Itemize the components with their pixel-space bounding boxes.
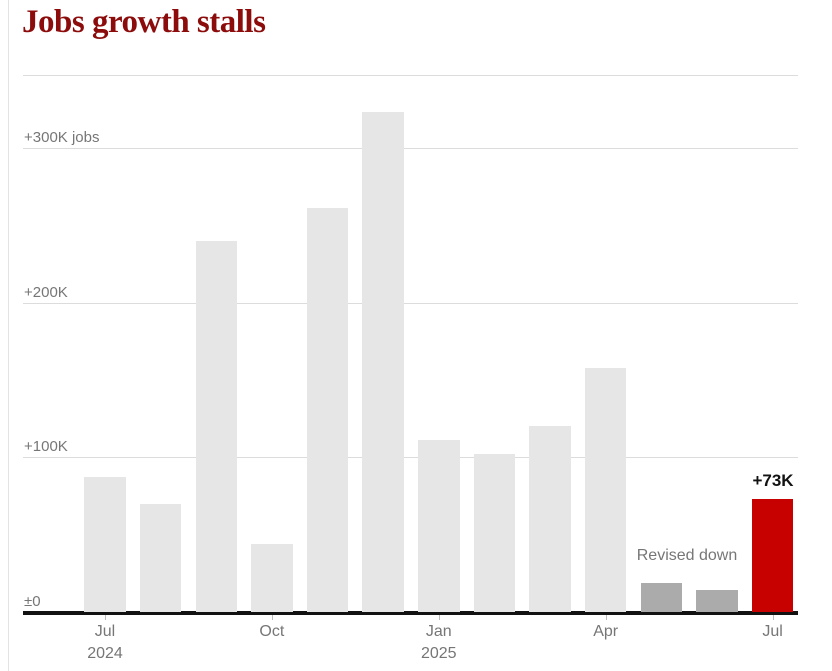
gridline-100k xyxy=(23,457,798,459)
title-divider xyxy=(23,75,798,76)
bar-nov-2024 xyxy=(306,208,349,612)
x-axis-baseline xyxy=(23,611,798,615)
x-tick-year-label: 2024 xyxy=(87,645,123,662)
bar-may-2025 xyxy=(640,582,683,612)
bar-dec-2024 xyxy=(362,112,404,612)
bar-feb-2025 xyxy=(473,454,516,612)
bar-jan-2025 xyxy=(418,440,460,612)
chart-title: Jobs growth stalls xyxy=(22,4,266,40)
x-tick-label-jan: Jan 2025 xyxy=(421,621,457,665)
gridline-200k xyxy=(23,302,798,304)
y-tick-label-200k: +200K xyxy=(24,283,68,301)
y-tick-label-100k: +100K xyxy=(24,438,68,456)
bar-jul-2025 xyxy=(751,499,794,612)
x-axis-tick-jul xyxy=(772,615,774,620)
jul-2025-value-label: +73K xyxy=(752,471,794,490)
bar-jun-2025 xyxy=(696,590,738,612)
bar-sep-2024 xyxy=(195,240,237,612)
y-tick-label-0k: ±0 xyxy=(24,593,41,610)
bar-jul-2024 xyxy=(84,477,126,612)
gridline-300k xyxy=(23,147,798,149)
revised-down-note: Revised down xyxy=(636,547,738,564)
y-tick-label-300k: +300K jobs xyxy=(24,128,100,146)
x-axis-tick-oct xyxy=(271,615,273,620)
x-axis-tick-apr xyxy=(605,615,607,620)
left-border-rule xyxy=(8,0,9,671)
x-axis-tick-jan xyxy=(438,615,440,620)
bar-mar-2025 xyxy=(529,426,571,612)
x-tick-label-oct: Oct xyxy=(259,623,285,640)
bar-oct-2024 xyxy=(251,543,293,612)
bar-apr-2025 xyxy=(584,367,627,612)
x-tick-label-jul: Jul 2024 xyxy=(87,621,123,665)
x-axis-tick-jul xyxy=(105,615,106,620)
bar-aug-2024 xyxy=(139,503,182,612)
x-tick-label-apr: Apr xyxy=(593,623,619,640)
x-tick-label-jul: Jul xyxy=(762,623,783,640)
x-tick-year-label: 2025 xyxy=(420,645,457,662)
